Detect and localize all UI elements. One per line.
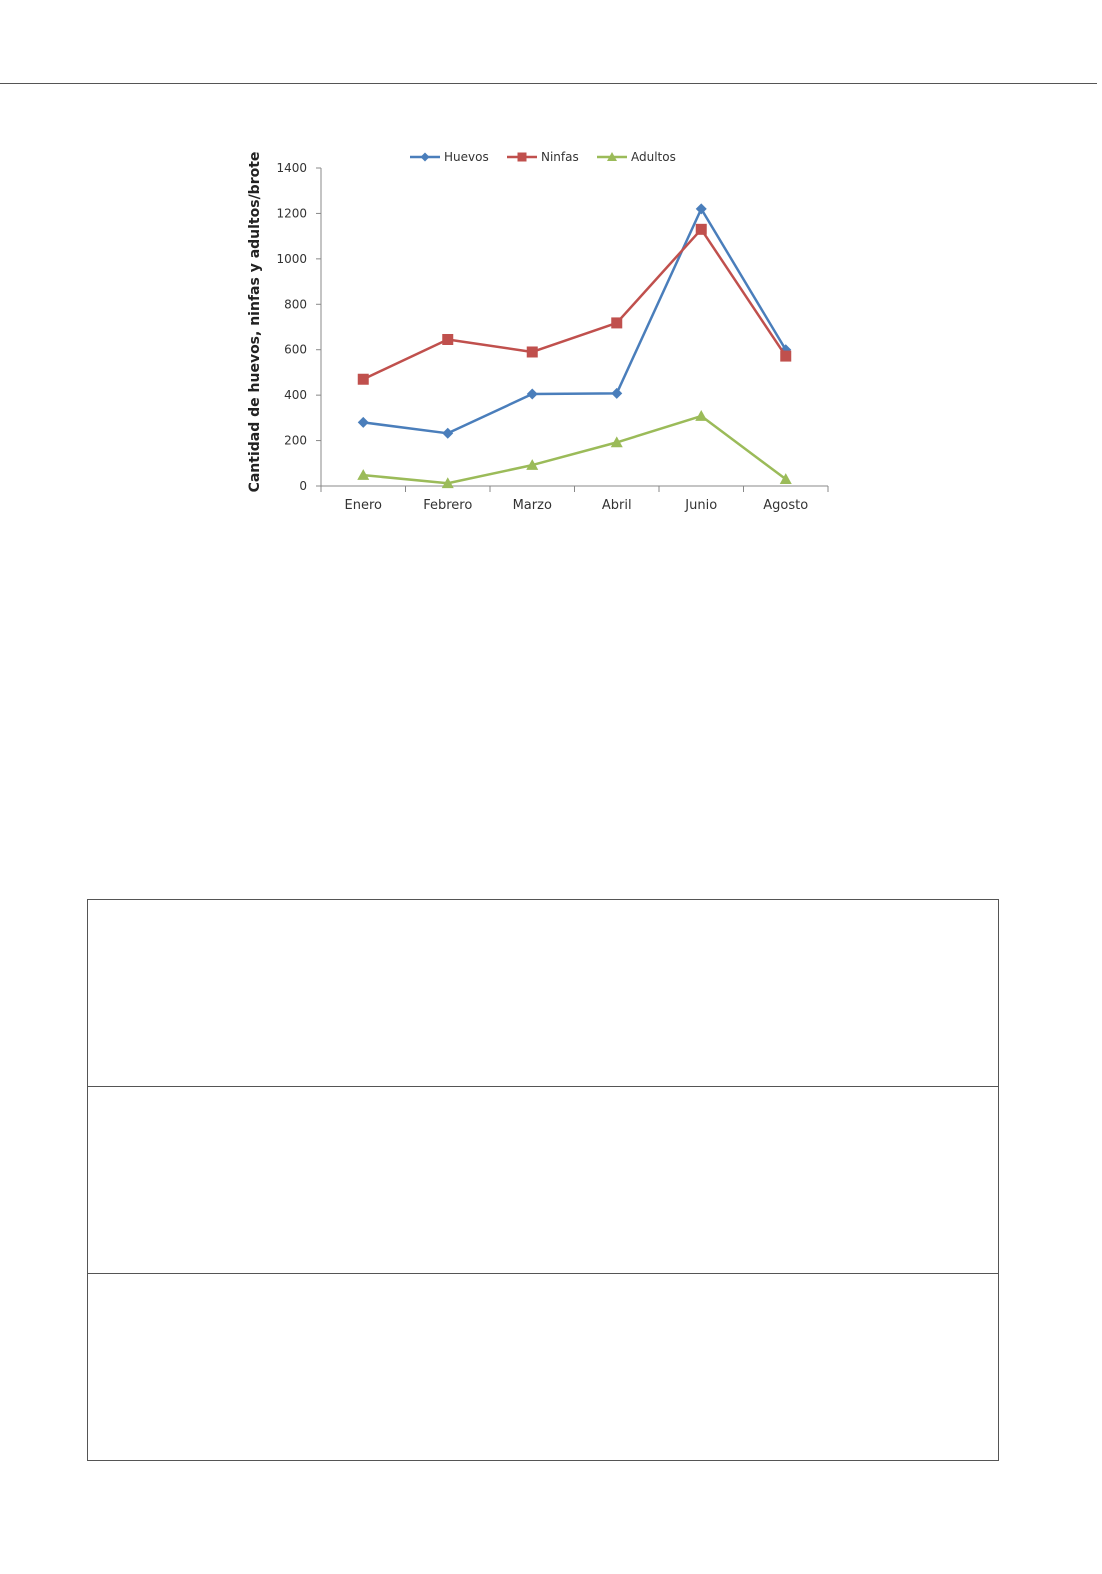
- x-tick-label: Abril: [602, 498, 632, 513]
- legend-entry: Huevos: [410, 150, 489, 164]
- answer-box: [87, 899, 999, 1461]
- chart-svg: Huevos Ninfas Adultos 0 200 400 600 800 1000 120…: [247, 150, 829, 513]
- y-tick-label: 800: [284, 297, 307, 311]
- x-axis: Enero Febrero Marzo Abril Junio Agosto: [320, 485, 829, 513]
- y-tick-label: 400: [284, 388, 307, 402]
- legend-entry: Adultos: [597, 150, 676, 164]
- y-tick-label: 1000: [276, 252, 307, 266]
- x-tick-label: Agosto: [763, 498, 808, 513]
- series-huevos: [357, 203, 792, 439]
- data-point: [610, 436, 623, 448]
- data-point: [526, 388, 538, 400]
- series-line: [363, 207, 787, 435]
- y-tick-label: 200: [284, 434, 307, 448]
- chart-legend: Huevos Ninfas Adultos: [410, 150, 676, 164]
- x-tick-label: Junio: [684, 498, 717, 513]
- legend-label: Adultos: [631, 150, 676, 164]
- data-point: [695, 203, 707, 215]
- data-point: [611, 317, 623, 329]
- y-axis-label: Cantidad de huevos, ninfas y adultos/bro…: [247, 152, 263, 493]
- data-point: [441, 477, 454, 489]
- data-point: [357, 469, 370, 480]
- data-point: [780, 350, 792, 362]
- legend-label: Huevos: [444, 150, 489, 164]
- line-chart: Huevos Ninfas Adultos 0 200 400 600 800 1000 120…: [0, 0, 1102, 565]
- data-point: [611, 387, 623, 399]
- series-ninfas: [357, 223, 792, 385]
- data-point: [695, 410, 708, 421]
- data-point: [526, 459, 539, 470]
- x-tick-label: Febrero: [423, 498, 472, 513]
- series-line: [362, 228, 787, 381]
- data-point: [695, 223, 707, 235]
- y-axis: 0 200 400 600 800 1000 1200 1400: [276, 161, 322, 493]
- data-point: [526, 346, 538, 358]
- legend-marker: [420, 152, 430, 162]
- x-tick-label: Marzo: [513, 498, 552, 513]
- answer-row-divider: [88, 1086, 998, 1087]
- data-point: [357, 373, 369, 385]
- legend-marker: [607, 152, 617, 161]
- data-point: [357, 416, 369, 428]
- plot-area: [357, 203, 792, 489]
- y-tick-label: 1200: [276, 206, 307, 220]
- legend-marker: [517, 152, 527, 162]
- x-tick-label: Enero: [345, 498, 383, 513]
- data-point: [442, 333, 454, 345]
- legend-entry: Ninfas: [507, 150, 579, 164]
- answer-row-divider: [88, 1273, 998, 1274]
- data-point: [442, 427, 454, 439]
- y-tick-label: 0: [299, 479, 307, 493]
- y-tick-label: 600: [284, 343, 307, 357]
- header-rule: [0, 83, 1097, 84]
- legend-label: Ninfas: [541, 150, 579, 164]
- series-line: [363, 414, 787, 485]
- y-tick-label: 1400: [276, 161, 307, 175]
- data-point: [779, 473, 792, 484]
- series-adultos: [357, 410, 792, 489]
